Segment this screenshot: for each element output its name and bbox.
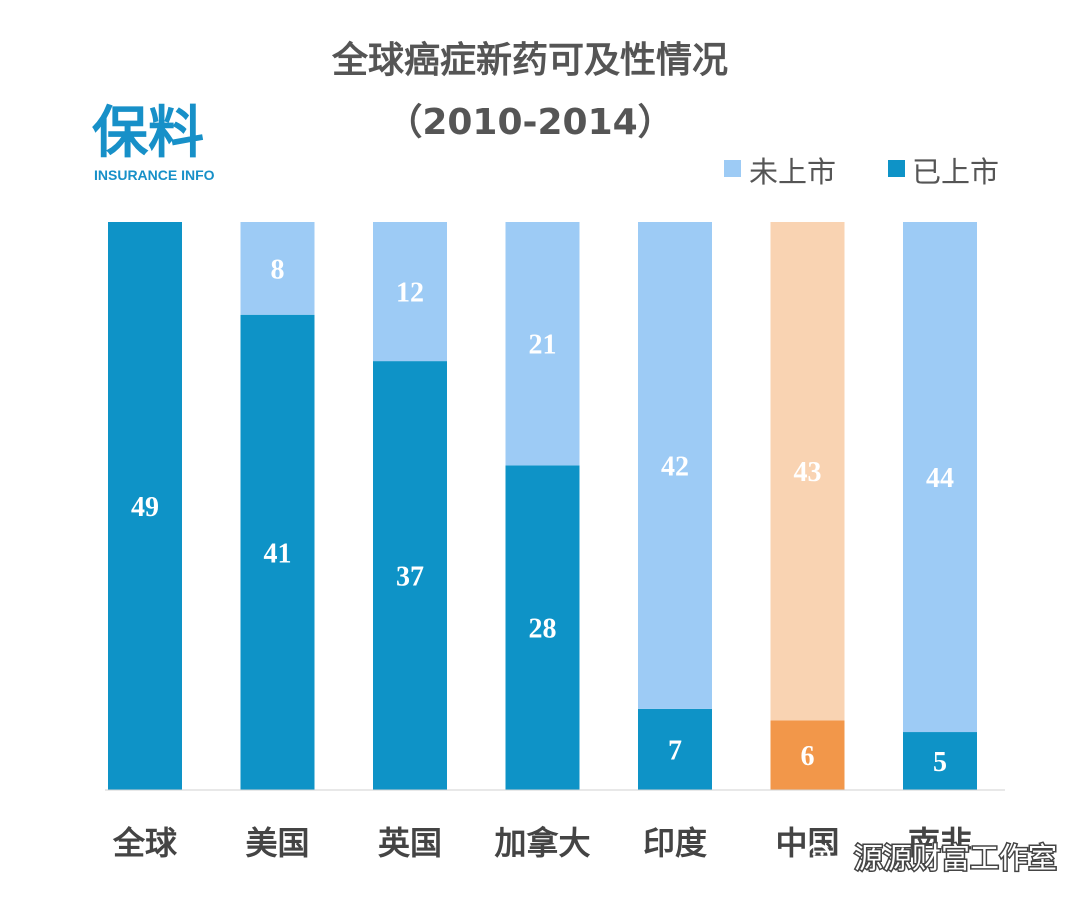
bar-label-unlisted-uk: 12 (396, 278, 424, 309)
logo-tagline: INSURANCE INFO (94, 167, 215, 183)
bar-listed-south-africa (903, 732, 977, 790)
bar-unlisted-china (770, 222, 845, 721)
bar-listed-canada (505, 465, 580, 790)
category-label-india: 印度 (643, 824, 707, 862)
logo-name: 保料 (92, 101, 204, 166)
bar-unlisted-uk (373, 222, 447, 362)
legend-swatch-listed (888, 160, 905, 177)
legend-swatch-unlisted (724, 160, 741, 177)
logo: 保料 INSURANCE INFO (92, 101, 215, 183)
legend: 未上市 已上市 (724, 155, 999, 189)
category-label-uk: 英国 (378, 824, 442, 862)
bar-label-unlisted-china: 43 (794, 457, 822, 488)
category-label-canada: 加拿大 (494, 824, 590, 862)
bar-listed-usa (240, 314, 315, 790)
watermark: 源源财富工作室 (805, 840, 1059, 877)
bar-listed-india (638, 708, 712, 790)
bar-label-unlisted-usa: 8 (271, 254, 285, 285)
bar-label-unlisted-south-africa: 44 (926, 463, 954, 494)
bar-label-listed-global: 49 (131, 492, 159, 523)
bar-unlisted-usa (240, 222, 315, 315)
bar-label-listed-india: 7 (668, 735, 682, 766)
category-label-global: 全球 (112, 824, 178, 862)
bar-listed-global (108, 222, 182, 790)
legend-label-listed: 已上市 (912, 155, 999, 189)
bar-listed-china (770, 720, 845, 790)
wechat-icon (805, 843, 847, 877)
bar-listed-uk (373, 361, 447, 790)
category-label-south-africa: 南非 (908, 824, 972, 862)
bar-unlisted-canada (505, 222, 580, 466)
watermark-text: 源源财富工作室 (854, 841, 1057, 875)
bar-label-listed-china: 6 (801, 741, 815, 772)
chart-subtitle: （2010-2014） (386, 102, 673, 143)
legend-label-unlisted: 未上市 (749, 155, 836, 189)
bar-unlisted-south-africa (903, 222, 977, 733)
bar-label-listed-south-africa: 5 (933, 747, 947, 778)
bar-label-listed-canada: 28 (529, 614, 557, 645)
category-labels: 全球 美国 英国 加拿大 印度 中国 南非 (112, 824, 972, 862)
chart-title: 全球癌症新药可及性情况 (331, 39, 728, 81)
bar-label-listed-uk: 37 (396, 562, 424, 593)
bars: 49 41 8 37 12 28 21 7 42 6 43 5 44 (108, 222, 977, 790)
bar-label-unlisted-india: 42 (661, 451, 689, 482)
bar-label-unlisted-canada: 21 (529, 330, 557, 361)
category-label-usa: 美国 (245, 824, 309, 862)
bar-unlisted-india (638, 222, 712, 709)
bar-label-listed-usa: 41 (264, 538, 292, 569)
